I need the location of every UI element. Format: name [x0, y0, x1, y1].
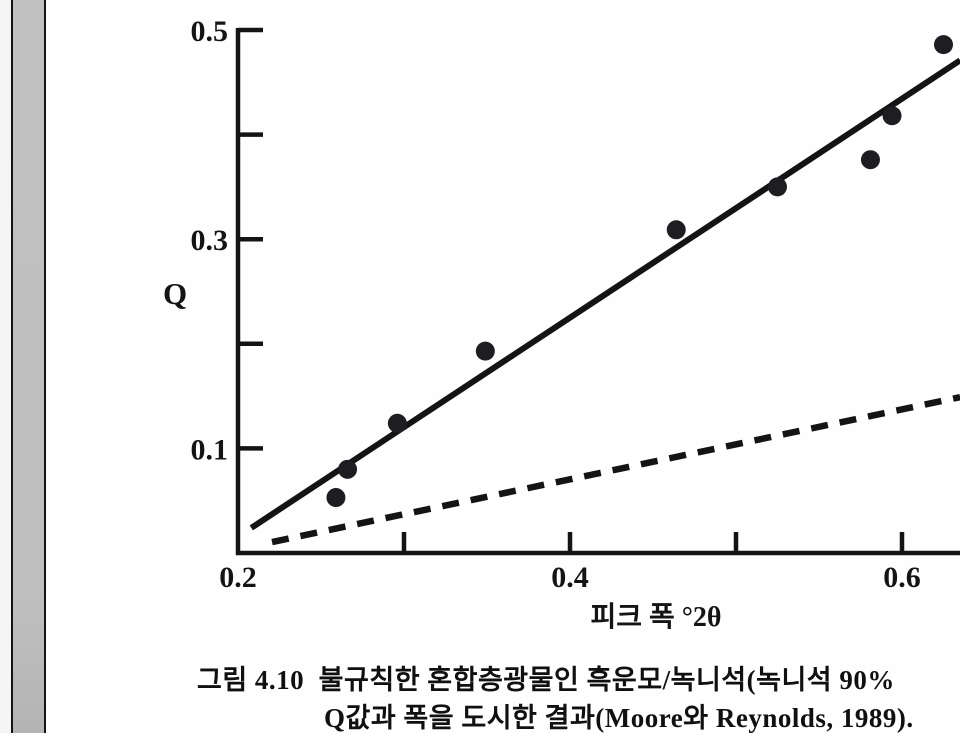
figure-caption-line2: Q값과 폭을 도시한 결과(Moore와 Reynolds, 1989). — [324, 703, 914, 733]
data-point — [768, 177, 787, 197]
data-point — [387, 413, 407, 433]
x-tick-label: 0.6 — [883, 561, 921, 594]
x-tick-label: 0.4 — [551, 561, 589, 594]
y-axis-title: Q — [163, 276, 187, 311]
page-edge-bar — [11, 0, 46, 733]
data-point — [860, 150, 880, 170]
data-point — [326, 488, 346, 508]
data-point — [934, 35, 953, 55]
figure-caption-line1: 그림 4.10 불규칙한 혼합층광물인 흑운모/녹니석(녹니석 90% — [197, 665, 895, 695]
regression-line — [249, 57, 960, 531]
x-tick-label: 0.2 — [219, 561, 257, 594]
data-point — [666, 220, 686, 240]
y-tick-label: 0.5 — [191, 15, 229, 48]
data-point — [882, 106, 902, 126]
x-axis-title: 피크 폭 °2θ — [590, 601, 721, 633]
data-point — [475, 341, 495, 361]
y-tick-label: 0.3 — [191, 224, 229, 257]
data-point — [338, 459, 358, 479]
reference-dashed-line — [271, 393, 960, 546]
y-tick-label: 0.1 — [191, 433, 229, 466]
page-edge-margin — [0, 0, 11, 733]
